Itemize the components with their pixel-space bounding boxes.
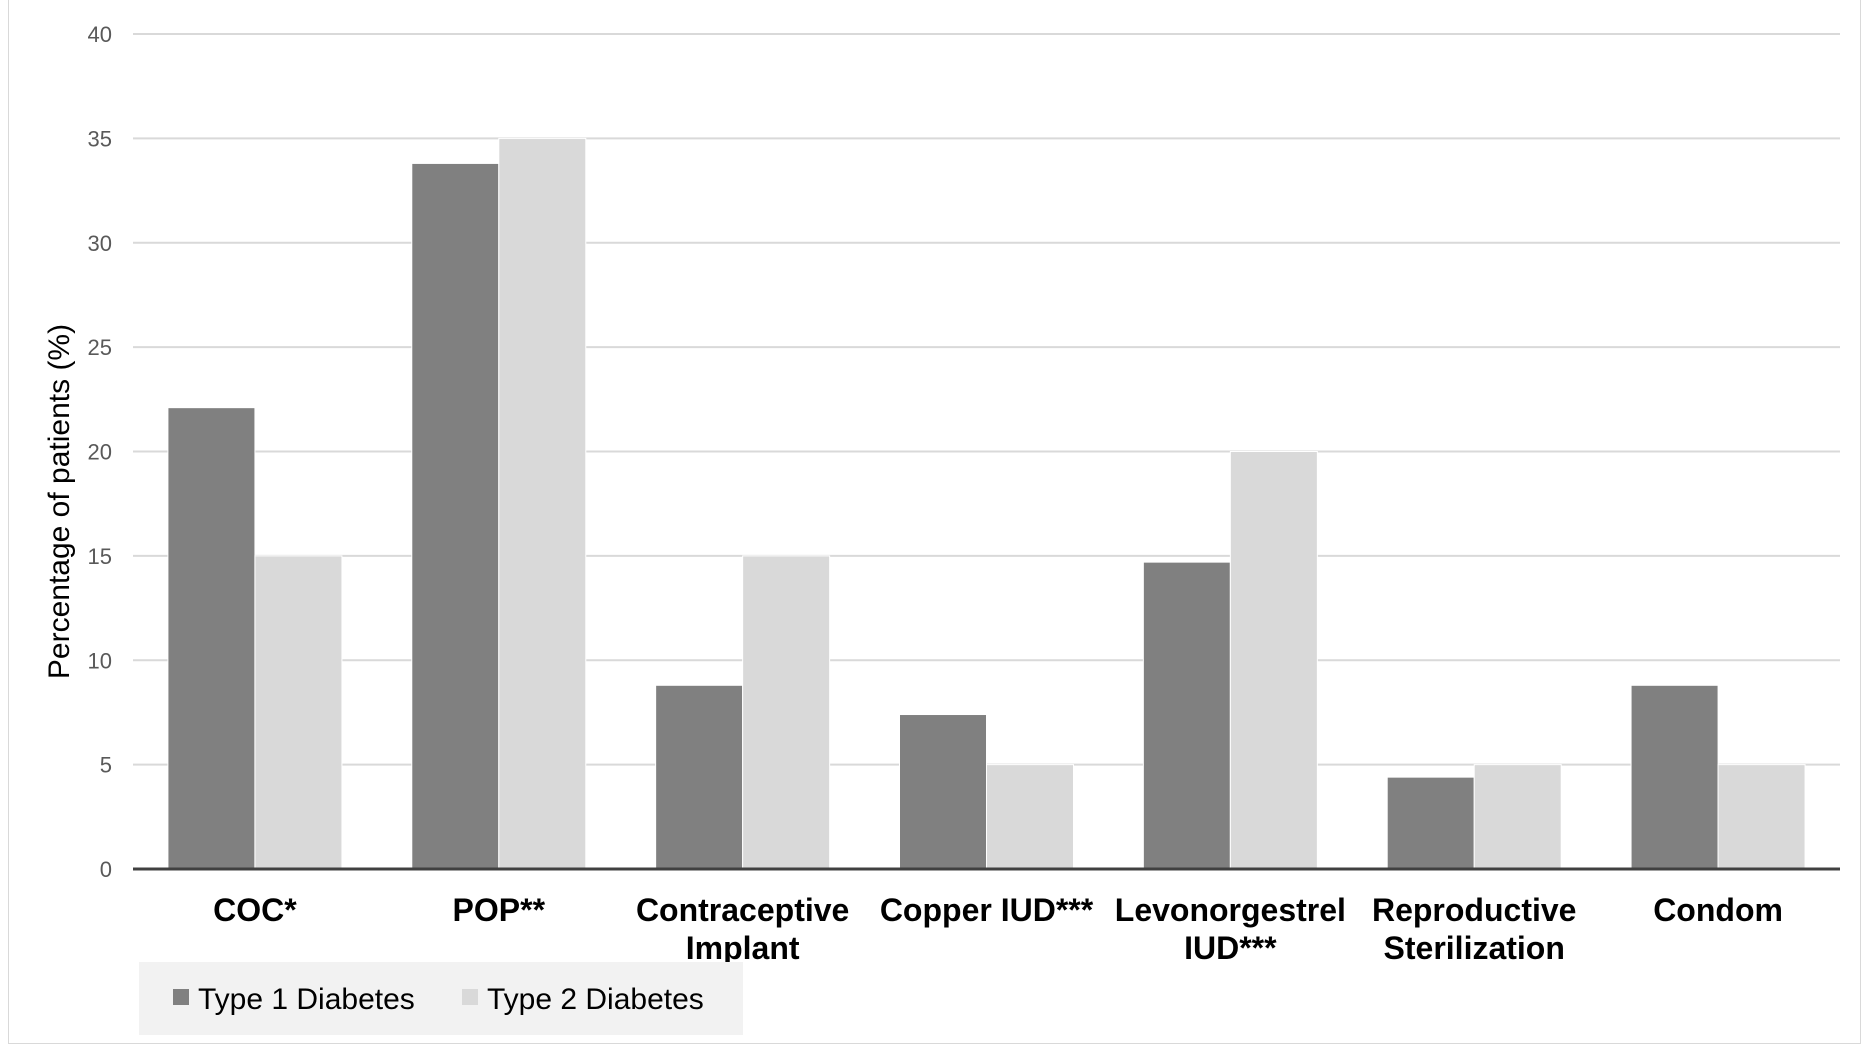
bar-type1: [1386, 776, 1475, 870]
chart-frame: [8, 0, 1861, 1044]
legend-label: Type 1 Diabetes: [198, 983, 415, 1016]
y-tick-label: 25: [88, 335, 112, 360]
category-label: POP**: [453, 892, 546, 928]
bar-type1: [899, 714, 987, 870]
y-tick-label: 30: [88, 231, 112, 256]
y-axis-label: Percentage of patients (%): [43, 324, 76, 679]
category-label: Copper IUD***: [880, 892, 1094, 928]
bar-type2: [1229, 451, 1318, 870]
y-tick-label: 20: [88, 440, 112, 465]
bar-type1: [167, 407, 256, 870]
bar-type1: [411, 162, 500, 870]
bar-type2: [498, 137, 587, 870]
y-tick-label: 15: [88, 544, 112, 569]
legend-swatch: [173, 989, 189, 1005]
y-tick-label: 40: [88, 22, 112, 47]
legend: Type 1 Diabetes Type 2 Diabetes: [139, 962, 743, 1035]
bar-type2: [1717, 764, 1806, 870]
bar-type1: [1630, 684, 1719, 870]
bar-type2: [254, 555, 343, 870]
legend-box: [139, 962, 743, 1035]
category-labels: COC* POP** Contraceptive Implant Copper IUD*…: [213, 892, 1783, 966]
bars: [167, 137, 1806, 870]
bar-type1: [1142, 561, 1231, 870]
y-tick-label: 0: [100, 857, 112, 882]
legend-label: Type 2 Diabetes: [487, 983, 704, 1016]
y-tick-label: 5: [100, 753, 112, 778]
bar-type2: [1473, 764, 1562, 870]
bar-type1: [655, 684, 744, 870]
bar-type2: [986, 764, 1074, 870]
legend-swatch: [462, 989, 478, 1005]
gridlines: [133, 33, 1840, 766]
category-label: Condom: [1653, 892, 1783, 928]
category-label: Contraceptive Implant: [636, 892, 849, 966]
y-tick-label: 10: [88, 648, 112, 673]
category-label: Levonorgestrel IUD***: [1115, 892, 1346, 966]
category-label: COC*: [213, 892, 297, 928]
bar-type2: [742, 555, 831, 870]
category-label: Reproductive Sterilization: [1372, 892, 1576, 966]
y-tick-label: 35: [88, 126, 112, 151]
y-axis-ticks: 0 5 10 15 20 25 30 35 40: [88, 22, 112, 882]
